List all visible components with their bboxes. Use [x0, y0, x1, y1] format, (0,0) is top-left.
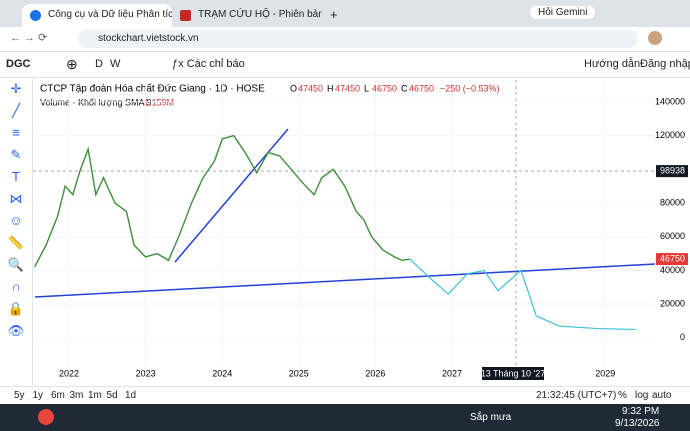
x-tick-label: 2023 [136, 368, 156, 378]
range-button[interactable]: 6m [51, 390, 65, 401]
interval[interactable]: D [95, 58, 103, 70]
y-tick-label: 120000 [655, 130, 685, 140]
tab[interactable]: Công cụ và Dữ liệu Phân tích kỹ [22, 4, 172, 27]
x-tick-label: 2022 [59, 368, 79, 378]
address-bar: ← → ⟳ stockchart.vietstock.vn [0, 27, 690, 52]
range-button[interactable]: 1y [32, 390, 44, 401]
range-button[interactable]: 1d [125, 390, 137, 401]
login[interactable]: Đăng nhập [640, 58, 690, 70]
price-box-label: 98938 [660, 165, 685, 175]
ohlc-key: C [401, 83, 408, 93]
ohlc-key: H [327, 83, 334, 93]
symbol[interactable]: DGC [6, 58, 31, 70]
date-box [482, 367, 544, 380]
chart-title: CTCP Tập đoàn Hóa chất Đức Giang · 1D · … [40, 83, 265, 95]
tab-bar: Công cụ và Dữ liệu Phân tích kỹ TRẠM CỨU… [0, 0, 690, 27]
tab-title: Công cụ và Dữ liệu Phân tích kỹ [48, 9, 172, 20]
price-box [656, 165, 688, 178]
range-bar: 21:32:45 (UTC+7) 5y 1y 6m 3m 1m 5d 1d% log auto [0, 386, 690, 405]
x-tick-label: 2029 [595, 368, 615, 378]
trend-line [34, 263, 656, 298]
x-tick-label: 2024 [212, 368, 232, 378]
y-tick-label: 140000 [655, 96, 685, 106]
nav-buttons[interactable]: ← → ⟳ [10, 32, 48, 44]
crosshair-date: 13 Tháng 10 '27 [481, 368, 546, 378]
range-button[interactable]: 3m [69, 390, 84, 401]
y-tick-label: 20000 [660, 299, 685, 309]
tool-icons[interactable]: ✛ ╱ ≡ ✎ T ⋈ ☺ 📏 🔍 ∩ 🔒 👁 [7, 81, 25, 338]
url-field[interactable]: stockchart.vietstock.vn [78, 30, 638, 48]
chart: CTCP Tập đoàn Hóa chất Đức Giang · 1D · … [33, 80, 688, 380]
price-box-label: 46750 [660, 253, 685, 263]
y-tick-label: 60000 [660, 231, 685, 241]
indicators[interactable]: ƒx Các chỉ báo [172, 58, 245, 70]
change: −250 (−0.53%) [440, 83, 500, 93]
indicators-label: Các chỉ báo [186, 58, 245, 70]
x-tick-label: 2027 [442, 368, 462, 378]
new-tab[interactable]: + [330, 7, 338, 22]
scale-option[interactable]: log [635, 390, 649, 401]
range-button[interactable]: 1m [88, 390, 102, 401]
add-symbol[interactable]: ⊕ [66, 56, 78, 72]
price-line [33, 134, 410, 268]
date: 9/13/2026 [615, 418, 660, 429]
tab-title: TRẠM CỨU HỘ - Phiên bản 3N [198, 9, 322, 20]
interval[interactable]: W [110, 58, 121, 70]
chrome-icon[interactable] [38, 409, 54, 425]
clock: 21:32:45 (UTC+7) [536, 390, 617, 401]
taskbar: Sắp mưa 9:32 PM 9/13/2026 [0, 404, 690, 431]
y-tick-label: 0 [680, 332, 685, 342]
time: 9:32 PM [622, 406, 660, 417]
trend-line [174, 128, 289, 263]
scale-option[interactable]: % [618, 390, 627, 401]
drawing-tools: ✛ ╱ ≡ ✎ T ⋈ ☺ 📏 🔍 ∩ 🔒 👁 [0, 78, 33, 388]
tab[interactable]: TRẠM CỨU HỘ - Phiên bản 3N [172, 4, 322, 27]
profile[interactable] [648, 31, 662, 45]
ohlc-value: 46750 [372, 83, 397, 93]
price-box [656, 253, 688, 266]
gemini-button[interactable]: Hỏi Gemini [530, 6, 596, 19]
chart-toolbar: DGC ⊕ D W ƒx Các chỉ báo Hướng dẫn Đăng … [0, 52, 690, 78]
range-button[interactable]: 5d [106, 390, 118, 401]
weather[interactable]: Sắp mưa [470, 412, 512, 423]
ohlc-key: L [364, 83, 369, 93]
price-line [409, 258, 636, 331]
ohlc-key: O [290, 83, 297, 93]
x-tick-label: 2026 [365, 368, 385, 378]
ohlc-value: 46750 [409, 83, 434, 93]
ohlc-value: 47450 [298, 83, 323, 93]
range-button[interactable]: 5y [14, 390, 25, 401]
y-tick-label: 80000 [660, 197, 685, 207]
scale-option[interactable]: auto [652, 390, 672, 401]
guide[interactable]: Hướng dẫn [584, 58, 641, 70]
x-tick-label: 2025 [289, 368, 309, 378]
ohlc-value: 47450 [335, 83, 360, 93]
y-tick-label: 40000 [660, 265, 685, 275]
